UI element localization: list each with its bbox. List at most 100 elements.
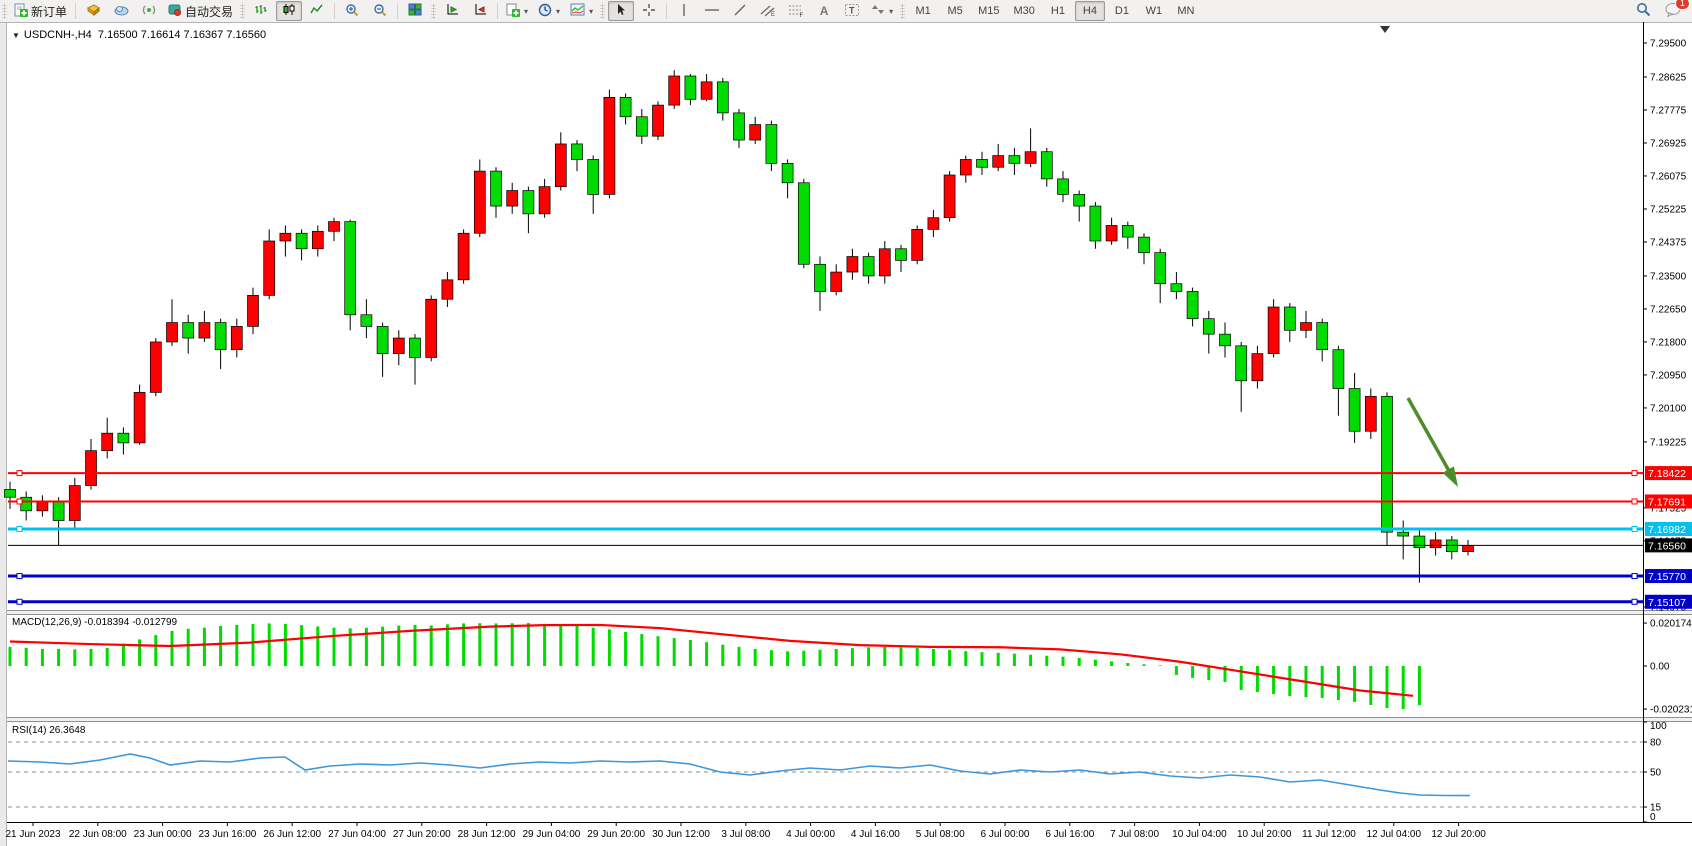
chart-symbol-title[interactable]: ▼ USDCNH-,H4 7.16500 7.16614 7.16367 7.16… — [12, 29, 266, 41]
candle — [959, 159, 972, 176]
candle — [538, 186, 551, 215]
label-tool-button[interactable]: T — [839, 1, 865, 21]
candle — [668, 75, 681, 106]
timeframe-M1[interactable]: M1 — [915, 5, 931, 17]
candle — [943, 174, 956, 219]
chat-button[interactable]: 1 — [1665, 0, 1690, 20]
candle — [1348, 388, 1361, 432]
candle — [700, 81, 713, 100]
cursor-tool-button[interactable] — [608, 1, 635, 21]
price-tag — [1645, 466, 1692, 481]
macd-pane: 0.020174 0.00 -0.020231 — [8, 619, 1692, 716]
timeframe-H1[interactable]: H1 — [1050, 5, 1065, 17]
new-order-button[interactable]: 新订单 — [10, 1, 71, 21]
symbol-text: USDCNH-,H4 — [23, 29, 92, 41]
auto-trading-label: 自动交易 — [185, 4, 234, 19]
price-axis-tick: 7.27775 — [1650, 105, 1687, 116]
timeframe-M15[interactable]: M15 — [978, 5, 1000, 17]
candle — [247, 295, 259, 327]
time-axis-label: 22 Jun 08:00 — [69, 829, 127, 840]
line-handle — [16, 573, 23, 580]
candle — [198, 322, 211, 339]
candle — [652, 104, 664, 137]
timeframe-H4[interactable]: H4 — [1074, 1, 1105, 21]
line-handle — [16, 470, 23, 477]
candle — [344, 221, 357, 316]
candle — [927, 217, 940, 230]
chart-shift-marker — [1380, 26, 1390, 33]
auto-scroll-button[interactable] — [467, 1, 493, 21]
timeframe-D1[interactable]: D1 — [1114, 5, 1129, 17]
price-axis-tick: 7.17525 — [1650, 503, 1687, 514]
line-handle — [1631, 598, 1638, 605]
periods-button[interactable]: ▾ — [534, 1, 564, 21]
price-axis-tick: 7.22650 — [1650, 304, 1687, 315]
zoom-out-button[interactable] — [367, 1, 393, 21]
candle — [716, 81, 729, 114]
macd-signal-line — [9, 623, 1414, 697]
arrow-annotation[interactable] — [1406, 397, 1453, 476]
candle — [830, 271, 843, 292]
price-axis-tick: 7.25225 — [1650, 204, 1687, 215]
vertical-line-tool-button[interactable] — [671, 1, 697, 21]
channel-tool-button[interactable]: E — [755, 1, 781, 21]
rsi-indicator-label: RSI(14) 26.3648 — [12, 725, 86, 736]
arrows-tool-button[interactable]: ▾ — [867, 1, 897, 21]
chart-shift-button[interactable] — [439, 1, 465, 21]
candle — [1381, 395, 1393, 533]
time-axis-label: 30 Jun 12:00 — [652, 829, 710, 840]
candle — [895, 248, 907, 261]
candle — [101, 432, 114, 451]
time-axis-label: 10 Jul 04:00 — [1172, 829, 1227, 840]
candle — [1073, 194, 1086, 207]
candle — [311, 230, 324, 250]
time-axis-label: 6 Jul 16:00 — [1045, 829, 1094, 840]
signals-button[interactable] — [136, 1, 162, 21]
candle — [814, 263, 826, 292]
search-button[interactable] — [1636, 2, 1651, 20]
timeframe-MN[interactable]: MN — [1177, 5, 1195, 17]
crosshair-tool-button[interactable] — [636, 1, 662, 21]
chart-shift-icon — [445, 3, 459, 19]
candles — [4, 70, 1474, 583]
line-handle — [1631, 470, 1638, 477]
text-tool-button[interactable]: A — [811, 1, 837, 21]
candle — [846, 256, 859, 273]
indicators-button[interactable]: ▾ — [566, 1, 597, 21]
time-axis-label: 27 Jun 20:00 — [393, 829, 451, 840]
line-handle — [1631, 525, 1638, 532]
candle — [133, 392, 146, 444]
candle — [603, 97, 616, 195]
bar-chart-icon — [254, 3, 268, 19]
candlestick-button[interactable] — [276, 1, 303, 21]
timeframe-M5[interactable]: M5 — [947, 5, 963, 17]
svg-text:F: F — [800, 13, 804, 17]
profile-button[interactable] — [108, 1, 134, 21]
chart-canvas[interactable]: 7.29500 7.28625 7.27775 7.26925 7.26075 7.252… — [0, 22, 1692, 846]
time-axis-label: 7 Jul 08:00 — [1110, 829, 1159, 840]
time-axis-label: 23 Jun 00:00 — [134, 829, 192, 840]
horizontal-line-icon — [704, 3, 720, 20]
time-axis-label: 27 Jun 04:00 — [328, 829, 386, 840]
rsi-axis-tick: 80 — [1650, 738, 1662, 749]
auto-trading-button[interactable]: 自动交易 — [164, 1, 237, 21]
symbol-dropdown-icon[interactable]: ▼ — [12, 31, 20, 40]
price-axis-tick: 7.26925 — [1650, 138, 1687, 149]
time-axis-label: 29 Jun 04:00 — [522, 829, 580, 840]
line-handle — [16, 598, 23, 605]
bar-chart-button[interactable] — [248, 1, 274, 21]
add-object-button[interactable]: ▾ — [502, 1, 532, 21]
candle — [279, 232, 292, 242]
horizontal-line-tool-button[interactable] — [699, 1, 725, 21]
price-axis-tick: 7.24375 — [1650, 237, 1687, 248]
market-watch-button[interactable] — [80, 1, 106, 21]
line-chart-button[interactable] — [304, 1, 330, 21]
timeframe-M30[interactable]: M30 — [1013, 5, 1035, 17]
zoom-in-button[interactable] — [339, 1, 365, 21]
new-order-icon — [14, 3, 28, 20]
trendline-tool-button[interactable] — [727, 1, 753, 21]
tile-windows-button[interactable] — [402, 1, 428, 21]
timeframe-W1[interactable]: W1 — [1145, 5, 1163, 17]
fibonacci-tool-button[interactable]: F — [783, 1, 809, 21]
arrows-icon — [871, 3, 885, 19]
